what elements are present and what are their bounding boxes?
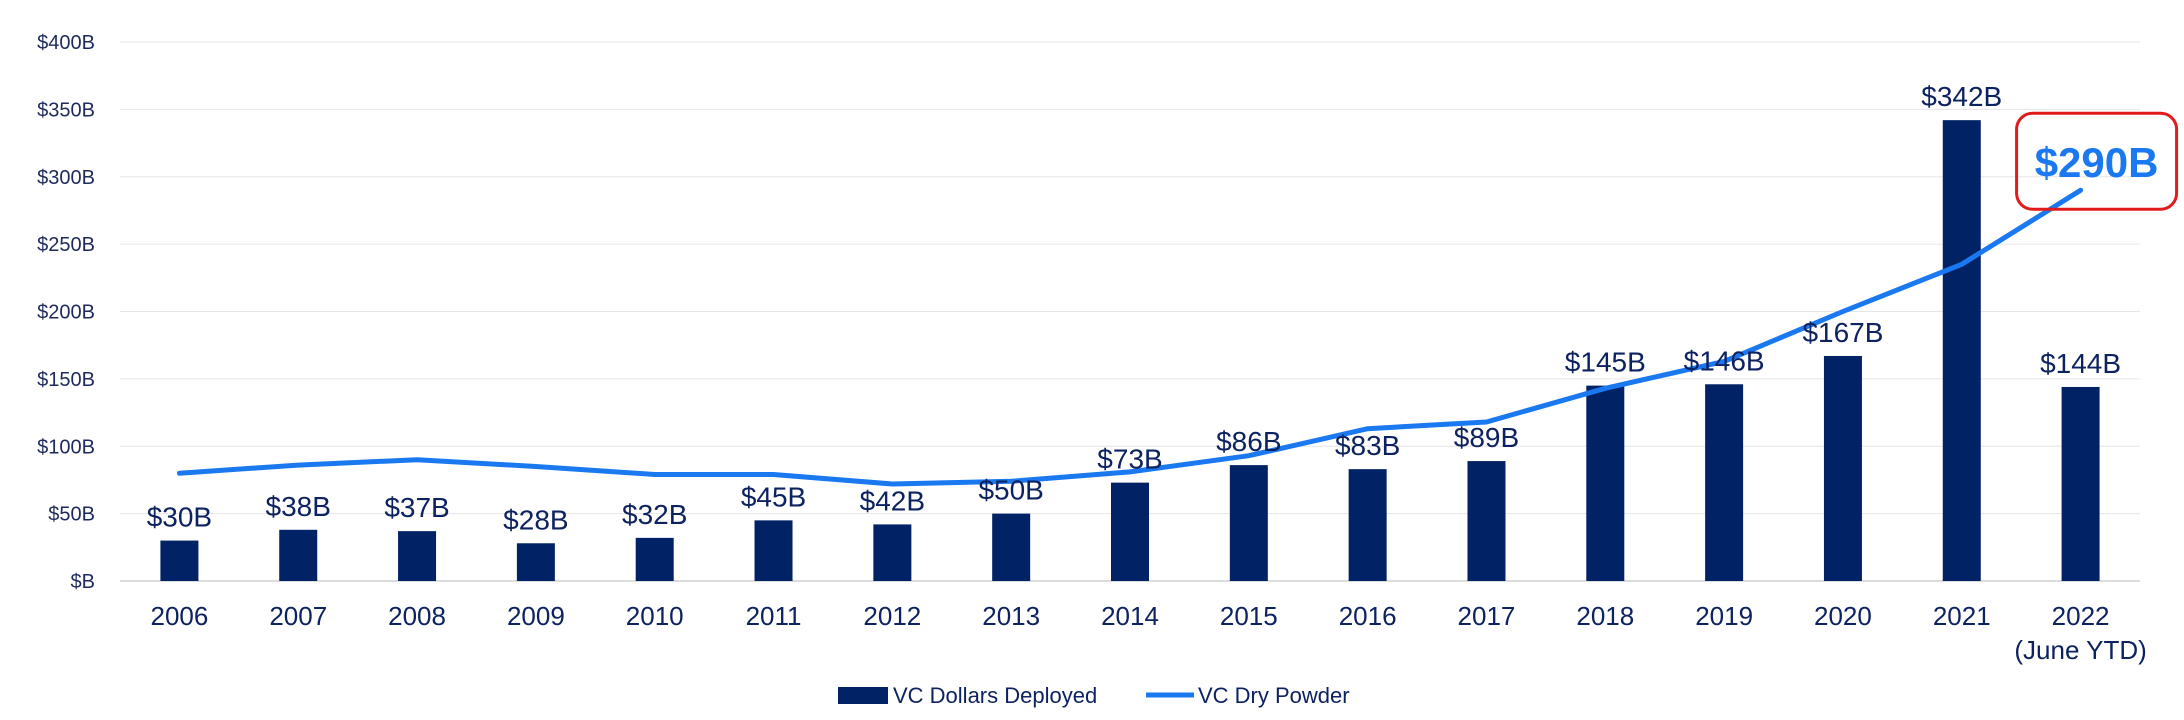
bars-vc-dollars-deployed <box>160 120 2100 581</box>
x-tick-label: 2008 <box>388 601 446 631</box>
x-tick-label: 2012 <box>863 601 921 631</box>
x-tick-label: 2020 <box>1814 601 1872 631</box>
callout-box <box>2015 111 2179 211</box>
bar-2015 <box>1229 465 1268 581</box>
bar-value-label: $83B <box>1335 430 1400 461</box>
y-tick-label: $400B <box>37 32 95 54</box>
bar-2017 <box>1467 461 1506 581</box>
y-tick-label: $100B <box>37 436 95 458</box>
y-tick-label: $300B <box>37 167 95 189</box>
x-axis-ticks: 2006 2007 2008 2009 2010 2011 2012 2013 2014 2015… <box>150 601 2146 665</box>
bar-2008 <box>398 531 437 581</box>
bar-value-label: $50B <box>978 475 1043 506</box>
bar-2020 <box>1823 355 1862 581</box>
bar-value-label: $86B <box>1216 426 1281 457</box>
x-tick-label: 2021 <box>1933 601 1991 631</box>
y-tick-label: $50B <box>48 504 95 526</box>
bar-2012 <box>873 524 912 581</box>
bar-2018 <box>1586 385 1625 581</box>
x-tick-label: 2010 <box>626 601 684 631</box>
x-tick-label: 2016 <box>1339 601 1397 631</box>
legend: VC Dollars Deployed VC Dry Powder <box>838 683 1350 708</box>
x-tick-label: 2017 <box>1458 601 1516 631</box>
bar-2019 <box>1705 384 1744 581</box>
y-tick-label: $350B <box>37 99 95 121</box>
bar-2007 <box>279 529 318 581</box>
x-tick-label: 2014 <box>1101 601 1159 631</box>
bar-value-label: $37B <box>384 492 449 523</box>
dry-powder-line <box>176 187 2084 487</box>
bar-value-label: $167B <box>1802 317 1883 348</box>
bar-2006 <box>160 540 199 581</box>
x-tick-label: 2022 <box>2052 601 2110 631</box>
bar-2011 <box>754 520 793 581</box>
y-tick-label: $B <box>71 571 95 593</box>
x-tick-label: 2007 <box>269 601 327 631</box>
bar-value-label: $32B <box>622 499 687 530</box>
bar-value-label: $42B <box>860 485 925 516</box>
legend-swatch-bar <box>838 687 888 704</box>
callout: $290B <box>2015 111 2179 211</box>
x-tick-label: 2009 <box>507 601 565 631</box>
x-tick-label: 2015 <box>1220 601 1278 631</box>
bar-2010 <box>635 537 674 581</box>
legend-label-line: VC Dry Powder <box>1198 683 1350 708</box>
x-tick-sublabel: (June YTD) <box>2014 635 2146 665</box>
bar-value-label: $144B <box>2040 348 2121 379</box>
bar-value-label: $145B <box>1565 347 1646 378</box>
x-tick-label: 2006 <box>150 601 208 631</box>
x-tick-label: 2018 <box>1576 601 1634 631</box>
y-tick-label: $200B <box>37 302 95 324</box>
bar-2013 <box>992 513 1031 581</box>
x-tick-label: 2019 <box>1695 601 1753 631</box>
bar-value-label: $89B <box>1454 422 1519 453</box>
bar-value-label: $45B <box>741 481 806 512</box>
y-axis-ticks: $B $50B $100B $150B $200B $250B $300B $350B $400… <box>37 32 95 593</box>
bar-value-label: $73B <box>1097 444 1162 475</box>
callout-label: $290B <box>2035 139 2159 186</box>
bar-value-label: $342B <box>1921 81 2002 112</box>
y-tick-label: $250B <box>37 234 95 256</box>
bar-value-label: $146B <box>1684 345 1765 376</box>
bar-2009 <box>516 543 555 581</box>
bar-2021 <box>1942 120 1981 581</box>
bar-2016 <box>1348 469 1387 581</box>
x-tick-label: 2013 <box>982 601 1040 631</box>
gridlines <box>120 41 2140 582</box>
line-vc-dry-powder <box>176 187 2084 487</box>
bar-2014 <box>1111 482 1149 581</box>
data-labels: $30B $38B $37B $28B $32B $45B $42B $50B $73B $86B… <box>147 81 2121 535</box>
bar-value-label: $30B <box>147 502 212 533</box>
bar-value-label: $28B <box>503 504 568 535</box>
bar-value-label: $38B <box>266 491 331 522</box>
legend-label-bar: VC Dollars Deployed <box>893 683 1097 708</box>
x-tick-label: 2011 <box>746 601 802 631</box>
y-tick-label: $150B <box>37 369 95 391</box>
bar-2022 <box>2061 386 2100 581</box>
